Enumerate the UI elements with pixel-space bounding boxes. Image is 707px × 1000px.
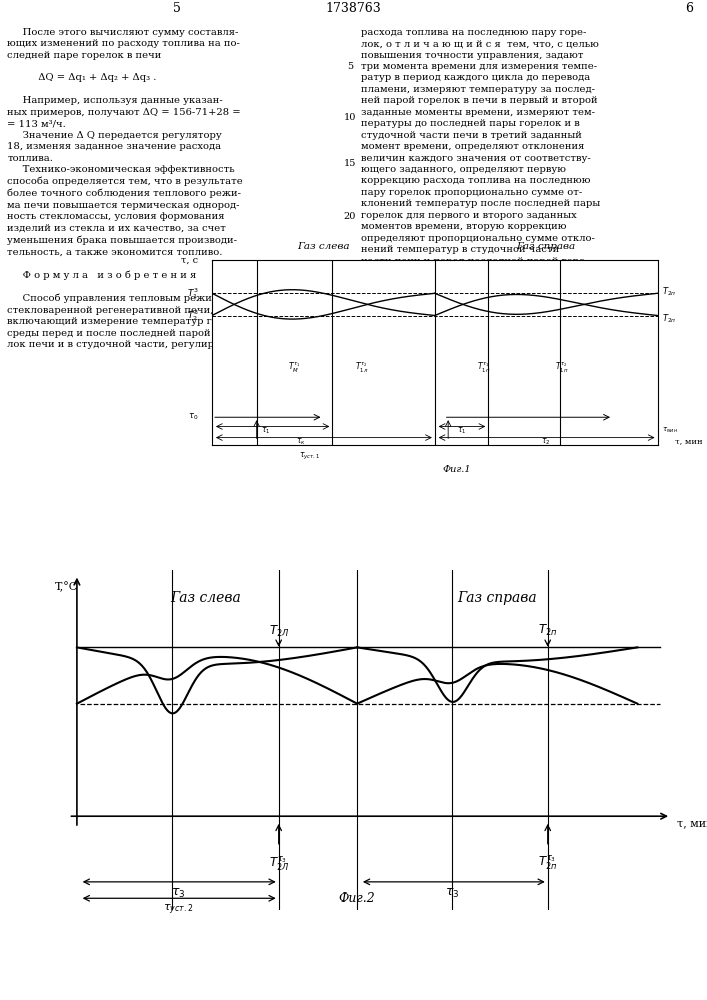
Text: $T_{2п}$: $T_{2п}$ <box>662 285 677 298</box>
Text: $T_{2Л}$: $T_{2Л}$ <box>269 624 289 638</box>
Text: $T_{1п}^{\tau_2}$: $T_{1п}^{\tau_2}$ <box>555 360 568 375</box>
Text: $T_2^3$: $T_2^3$ <box>187 308 199 323</box>
Text: Фиг.1: Фиг.1 <box>443 465 472 474</box>
Text: $T_{1л}^{\tau_2}$: $T_{1л}^{\tau_2}$ <box>355 360 368 375</box>
Text: T,°C: T,°C <box>55 581 78 592</box>
Text: расхода топлива на последнюю пару горе-
лок, о т л и ч а ю щ и й с я  тем, что, : расхода топлива на последнюю пару горе- … <box>361 28 600 346</box>
Text: 1738763: 1738763 <box>326 2 381 15</box>
Text: 15: 15 <box>344 159 356 168</box>
Text: Газ слева: Газ слева <box>297 242 350 251</box>
Text: $T_{2Л}^{\tau_3}$: $T_{2Л}^{\tau_3}$ <box>269 854 289 872</box>
Text: 6: 6 <box>685 2 693 15</box>
Text: Газ слева: Газ слева <box>170 591 241 605</box>
Text: $\tau_3$: $\tau_3$ <box>170 887 185 900</box>
Text: Фиг.2: Фиг.2 <box>339 892 375 905</box>
Text: $T_1^3$: $T_1^3$ <box>187 286 199 301</box>
Text: $\tau_{уст.2}$: $\tau_{уст.2}$ <box>163 903 193 917</box>
Text: 25: 25 <box>344 260 356 269</box>
Text: τ, с: τ, с <box>181 255 199 264</box>
Text: $τ_0$: $τ_0$ <box>188 412 199 422</box>
Text: $τ_к$: $τ_к$ <box>296 436 306 447</box>
Text: 5: 5 <box>173 2 181 15</box>
Text: τ, мин: τ, мин <box>675 437 703 445</box>
Text: $τ_1$: $τ_1$ <box>457 425 466 436</box>
Text: $T_{2п}$: $T_{2п}$ <box>662 313 677 325</box>
Text: $T_{2п}^{\tau_3}$: $T_{2п}^{\tau_3}$ <box>538 854 558 872</box>
Text: $τ_2$: $τ_2$ <box>542 436 551 447</box>
Text: τ, мин: τ, мин <box>677 818 707 828</box>
Text: $τ_{мин}$: $τ_{мин}$ <box>662 426 678 435</box>
Text: После этого вычисляют сумму составля-
ющих изменений по расходу топлива на по-
с: После этого вычисляют сумму составля- ющ… <box>7 28 251 349</box>
Text: $T_{1п}^{\tau_1}$: $T_{1п}^{\tau_1}$ <box>477 360 491 375</box>
Text: $τ_1$: $τ_1$ <box>261 425 270 436</box>
Text: 20: 20 <box>344 212 356 221</box>
Text: Газ справа: Газ справа <box>517 242 575 251</box>
Text: 5: 5 <box>347 62 353 71</box>
Text: $T_{2п}$: $T_{2п}$ <box>538 623 558 638</box>
Text: Газ справа: Газ справа <box>457 591 537 605</box>
Text: 10: 10 <box>344 113 356 122</box>
Text: $T_M^{\tau_1}$: $T_M^{\tau_1}$ <box>288 360 300 375</box>
Text: $\tau_3$: $\tau_3$ <box>445 887 460 900</box>
Text: $τ_{уст.1}$: $τ_{уст.1}$ <box>299 451 321 462</box>
